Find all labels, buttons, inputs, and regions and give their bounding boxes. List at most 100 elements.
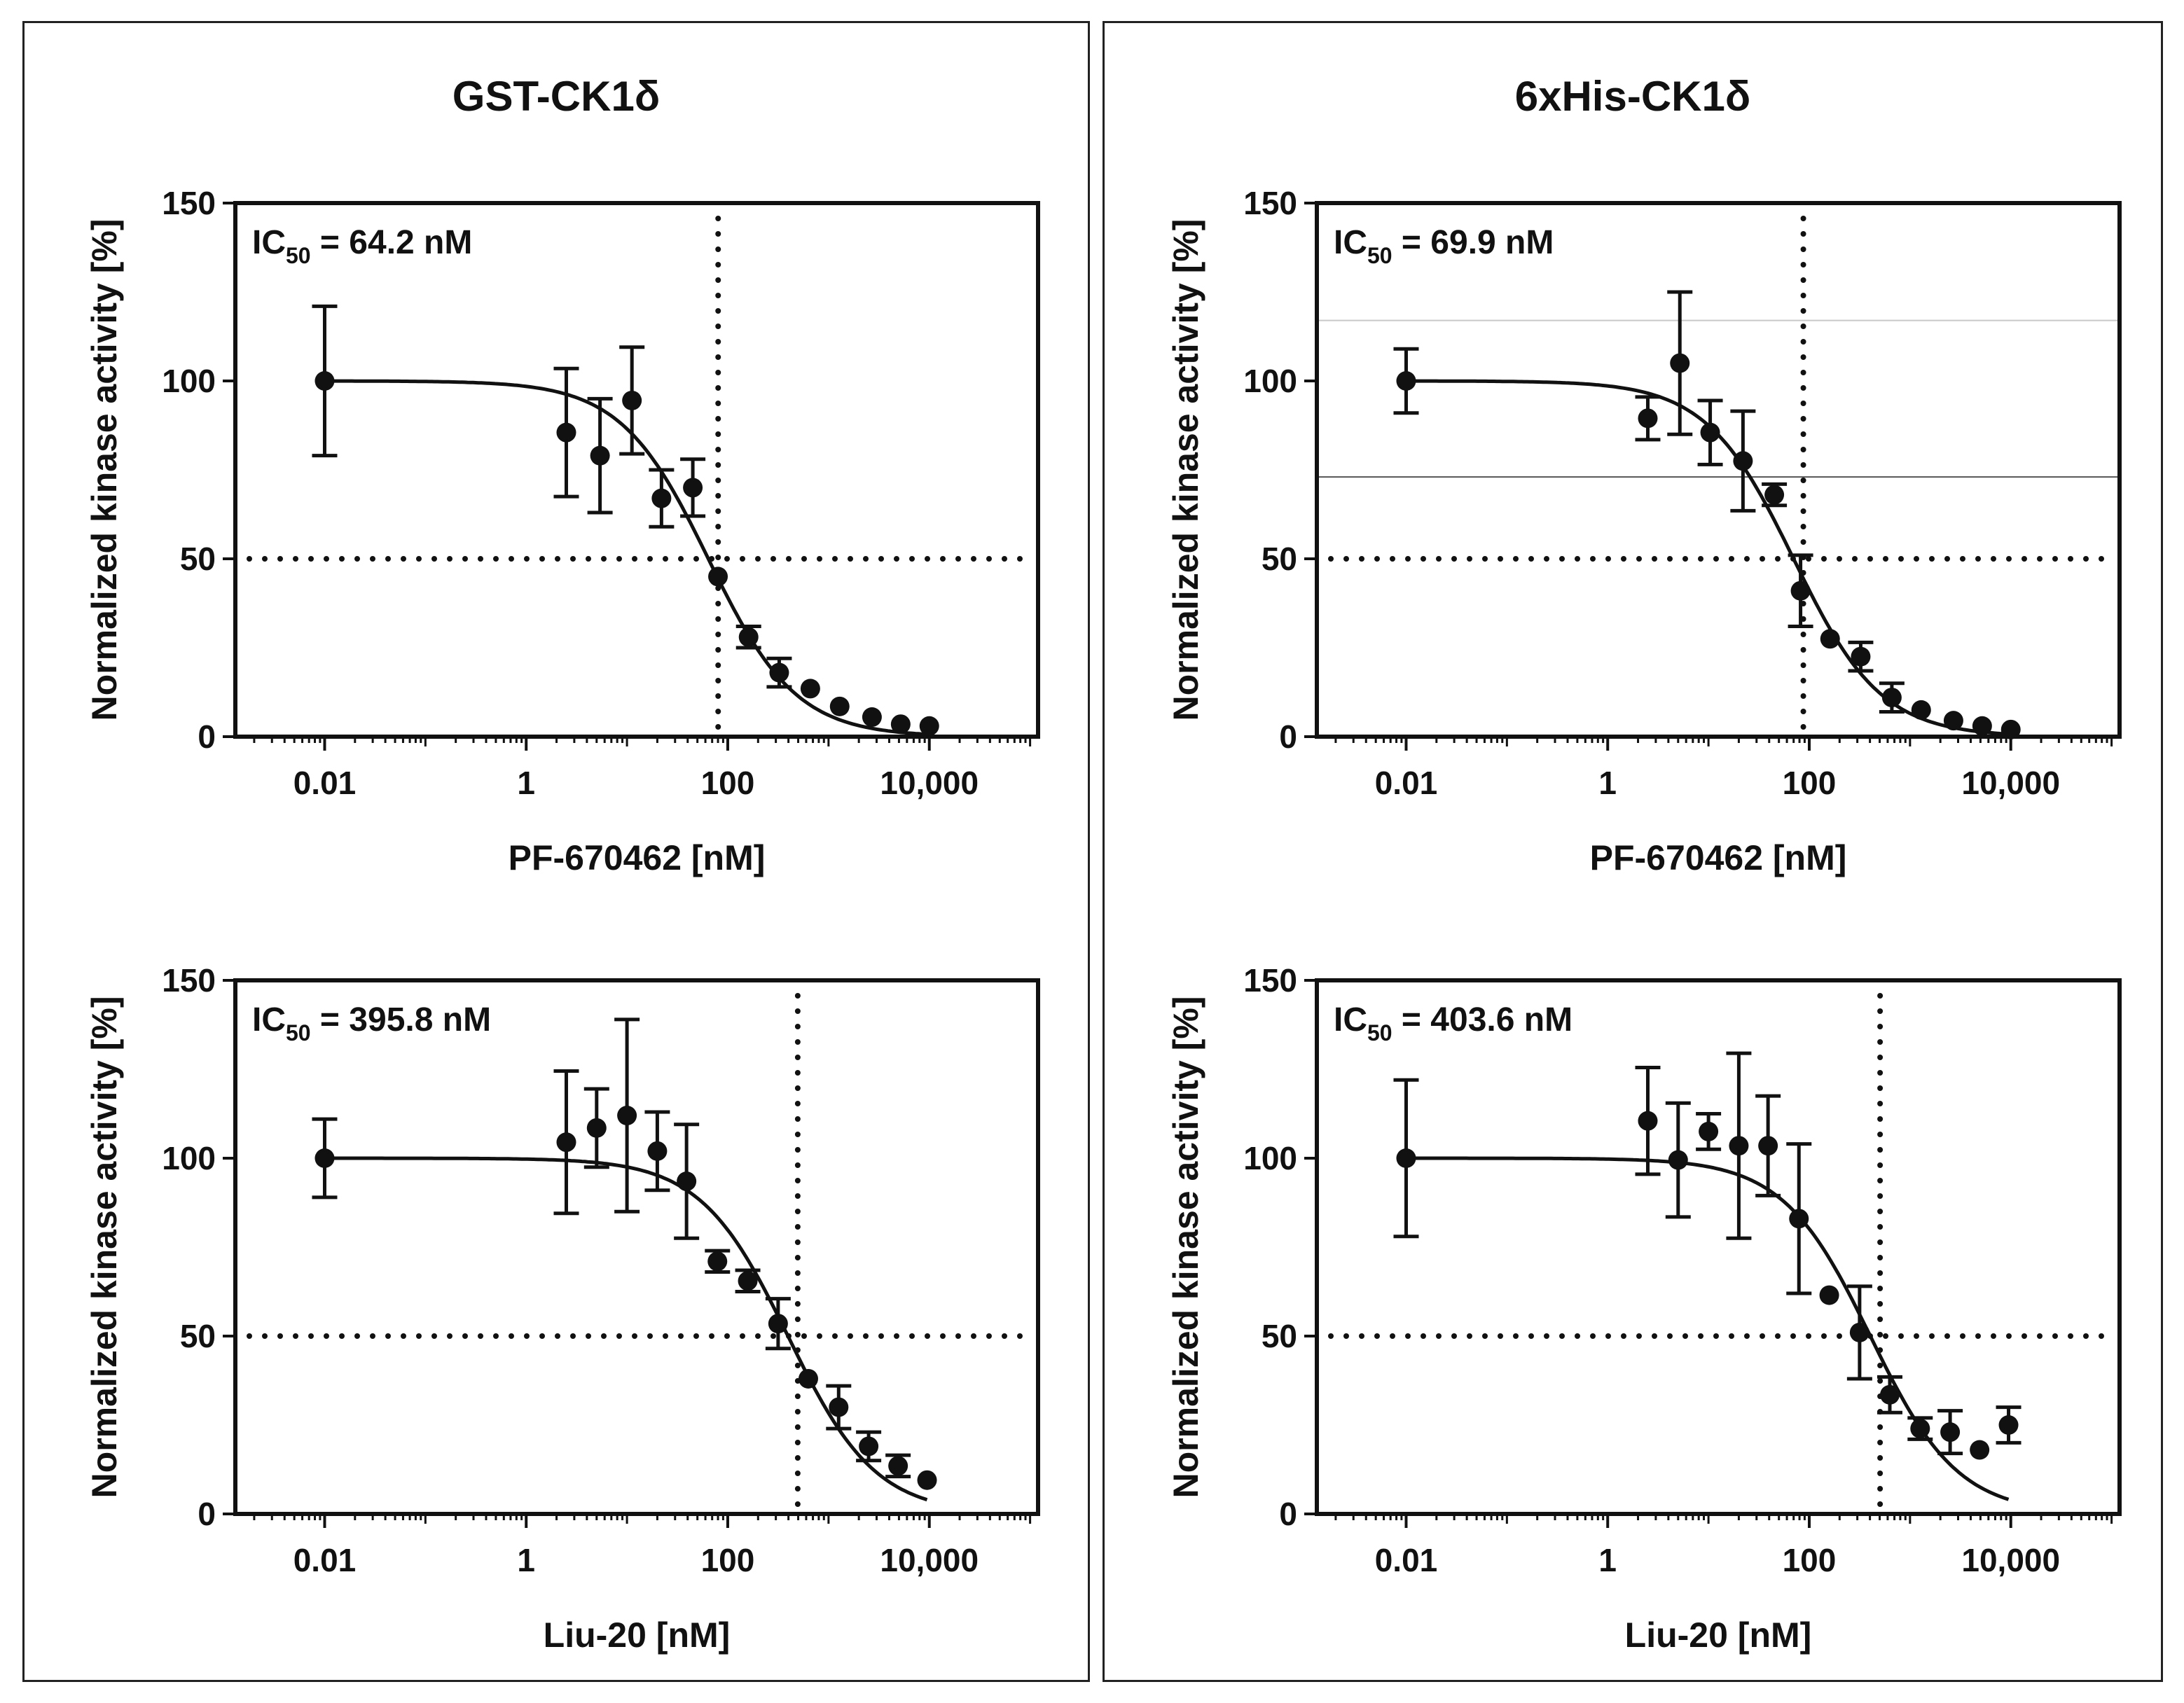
panel-title: GST-CK1δ xyxy=(452,73,661,120)
x-tick-label: 1 xyxy=(517,1542,535,1578)
data-point xyxy=(1699,1121,1719,1141)
data-point xyxy=(738,1271,758,1291)
ic50-annotation: IC50 = 64.2 nM xyxy=(252,224,472,268)
data-point xyxy=(829,696,850,716)
data-point xyxy=(862,707,882,728)
x-tick-label: 100 xyxy=(701,1542,755,1578)
x-tick-label: 0.01 xyxy=(293,765,357,801)
data-point xyxy=(651,488,672,508)
x-tick-label: 0.01 xyxy=(1375,1542,1438,1578)
data-point xyxy=(798,1368,818,1389)
data-point xyxy=(556,422,576,443)
fit-curve xyxy=(324,379,929,737)
data-point xyxy=(1970,1440,1990,1460)
y-tick-label: 0 xyxy=(198,1496,216,1532)
x-tick-label: 10,000 xyxy=(880,765,979,801)
data-point xyxy=(1670,353,1690,373)
data-point xyxy=(1851,646,1871,667)
x-axis-label: Liu-20 [nM] xyxy=(544,1615,731,1655)
data-point xyxy=(1849,1322,1869,1342)
ic50-annotation: IC50 = 403.6 nM xyxy=(1334,1001,1573,1045)
y-axis-label: Normalized kinase activity [%] xyxy=(1166,219,1205,721)
data-point xyxy=(1820,629,1840,649)
y-tick-label: 50 xyxy=(1262,1318,1297,1354)
x-tick-label: 0.01 xyxy=(1375,765,1438,801)
y-tick-label: 100 xyxy=(1243,1140,1297,1176)
data-point xyxy=(708,566,728,587)
x-axis-label: PF-670462 [nM] xyxy=(1590,838,1847,877)
y-tick-label: 0 xyxy=(198,718,216,755)
plot-frame xyxy=(1315,201,2122,739)
y-axis-label: Normalized kinase activity [%] xyxy=(85,219,124,721)
data-point xyxy=(622,390,642,410)
x-tick-label: 10,000 xyxy=(880,1542,979,1578)
y-axis-label: Normalized kinase activity [%] xyxy=(85,996,124,1499)
x-tick-label: 10,000 xyxy=(1961,765,2060,801)
data-point xyxy=(800,679,820,699)
data-point xyxy=(1879,1384,1900,1405)
panel-title: 6xHis-CK1δ xyxy=(1514,73,1751,120)
data-point xyxy=(888,1456,908,1476)
plot-frame xyxy=(233,201,1040,739)
data-point xyxy=(1700,422,1720,443)
data-point xyxy=(707,1251,728,1272)
data-point xyxy=(315,1148,335,1168)
data-point xyxy=(1910,1419,1930,1439)
data-point xyxy=(769,662,789,683)
data-point xyxy=(859,1436,879,1457)
data-point xyxy=(917,1470,937,1490)
y-axis-label: Normalized kinase activity [%] xyxy=(1166,996,1205,1499)
data-point xyxy=(1758,1136,1778,1156)
data-point xyxy=(890,714,911,735)
data-point xyxy=(590,445,610,466)
data-point xyxy=(1396,1148,1416,1168)
data-point xyxy=(1972,716,1992,736)
data-point xyxy=(1729,1136,1749,1156)
y-tick-label: 50 xyxy=(1262,541,1297,577)
data-point xyxy=(1940,1422,1961,1443)
data-point xyxy=(1764,485,1785,505)
x-tick-label: 100 xyxy=(701,765,755,801)
data-point xyxy=(1638,408,1658,429)
data-point xyxy=(1911,700,1931,720)
data-point xyxy=(1668,1150,1688,1170)
fit-curve xyxy=(1406,1156,2010,1501)
data-point xyxy=(829,1397,849,1417)
plot-frame xyxy=(233,978,1040,1516)
data-point xyxy=(1881,688,1902,708)
data-point xyxy=(647,1141,668,1161)
x-tick-label: 1 xyxy=(1598,1542,1617,1578)
ic50-annotation: IC50 = 69.9 nM xyxy=(1334,224,1554,268)
y-tick-label: 50 xyxy=(180,1318,216,1354)
ic50-annotation: IC50 = 395.8 nM xyxy=(252,1001,491,1045)
y-tick-label: 100 xyxy=(162,363,216,399)
data-point xyxy=(556,1132,576,1153)
data-point xyxy=(2000,719,2021,739)
data-point xyxy=(1790,581,1811,601)
x-tick-label: 10,000 xyxy=(1961,1542,2060,1578)
data-point xyxy=(919,716,939,736)
x-tick-label: 100 xyxy=(1783,1542,1837,1578)
x-axis-label: PF-670462 [nM] xyxy=(509,838,766,877)
y-tick-label: 150 xyxy=(162,185,216,221)
data-point xyxy=(617,1106,637,1126)
data-point xyxy=(683,478,703,498)
y-tick-label: 0 xyxy=(1279,1496,1297,1532)
x-tick-label: 1 xyxy=(1598,765,1617,801)
panel-gst-ck1d: GST-CK1δ xyxy=(22,21,1090,1682)
plot-frame xyxy=(1315,978,2122,1516)
data-point xyxy=(738,627,759,647)
y-tick-label: 100 xyxy=(162,1140,216,1176)
data-point xyxy=(586,1118,607,1138)
data-point xyxy=(1733,451,1753,471)
data-point xyxy=(315,371,335,391)
data-point xyxy=(768,1314,788,1334)
y-tick-label: 150 xyxy=(1243,185,1297,221)
panel-6xhis-ck1d: 6xHis-CK1δ xyxy=(1103,21,2163,1682)
x-tick-label: 100 xyxy=(1783,765,1837,801)
y-tick-label: 0 xyxy=(1279,718,1297,755)
